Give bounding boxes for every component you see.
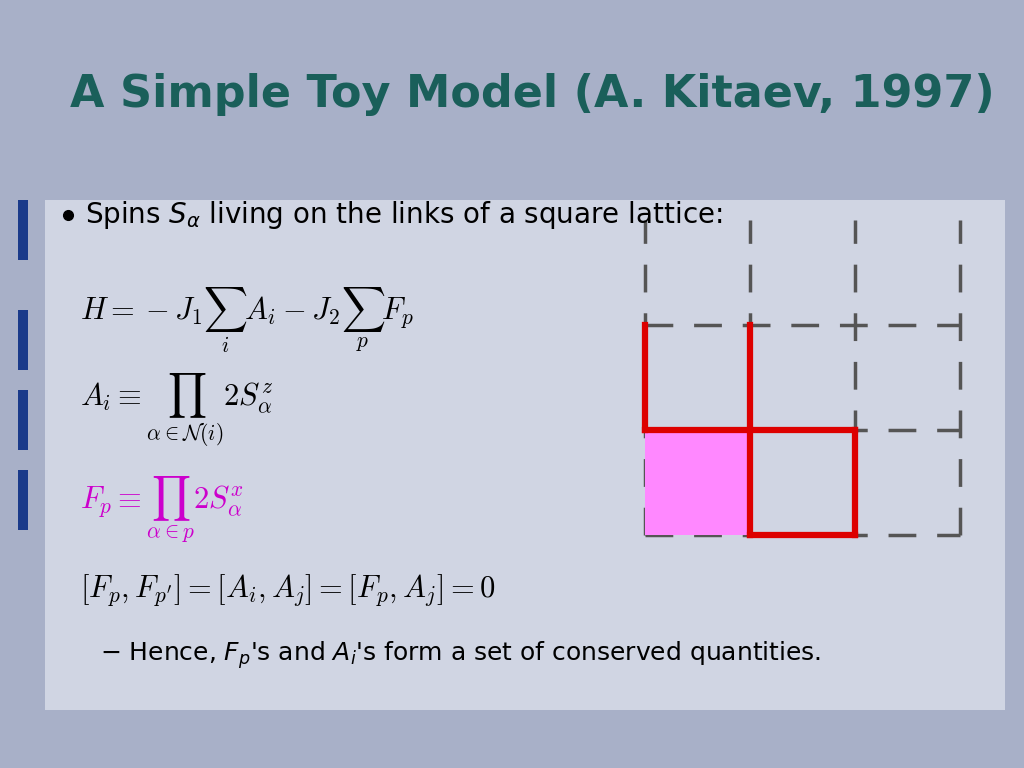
Text: A Simple Toy Model (A. Kitaev, 1997): A Simple Toy Model (A. Kitaev, 1997)	[70, 74, 994, 117]
Text: $[F_p, F_{p'}] = [A_i, A_j] = [F_p, A_j] = 0$: $[F_p, F_{p'}] = [A_i, A_j] = [F_p, A_j]…	[80, 572, 496, 608]
Text: $-$ Hence, $F_p$'s and $A_i$'s form a set of conserved quantities.: $-$ Hence, $F_p$'s and $A_i$'s form a se…	[100, 639, 821, 671]
FancyBboxPatch shape	[18, 470, 28, 530]
FancyBboxPatch shape	[18, 200, 28, 260]
Text: Spins $S_{\alpha}$ living on the links of a square lattice:: Spins $S_{\alpha}$ living on the links o…	[85, 199, 723, 231]
Text: $H = -J_1\sum_i A_i - J_2\sum_p F_p$: $H = -J_1\sum_i A_i - J_2\sum_p F_p$	[80, 285, 414, 355]
FancyBboxPatch shape	[18, 390, 28, 450]
Text: $F_p \equiv \prod_{\alpha \in p} 2S^x_\alpha$: $F_p \equiv \prod_{\alpha \in p} 2S^x_\a…	[80, 475, 244, 545]
Bar	[645, 430, 750, 535]
FancyBboxPatch shape	[18, 310, 28, 370]
FancyBboxPatch shape	[45, 200, 1005, 710]
Text: $A_i \equiv \prod_{\alpha \in \mathcal{N}(i)} 2S^z_\alpha$: $A_i \equiv \prod_{\alpha \in \mathcal{N…	[80, 372, 273, 449]
